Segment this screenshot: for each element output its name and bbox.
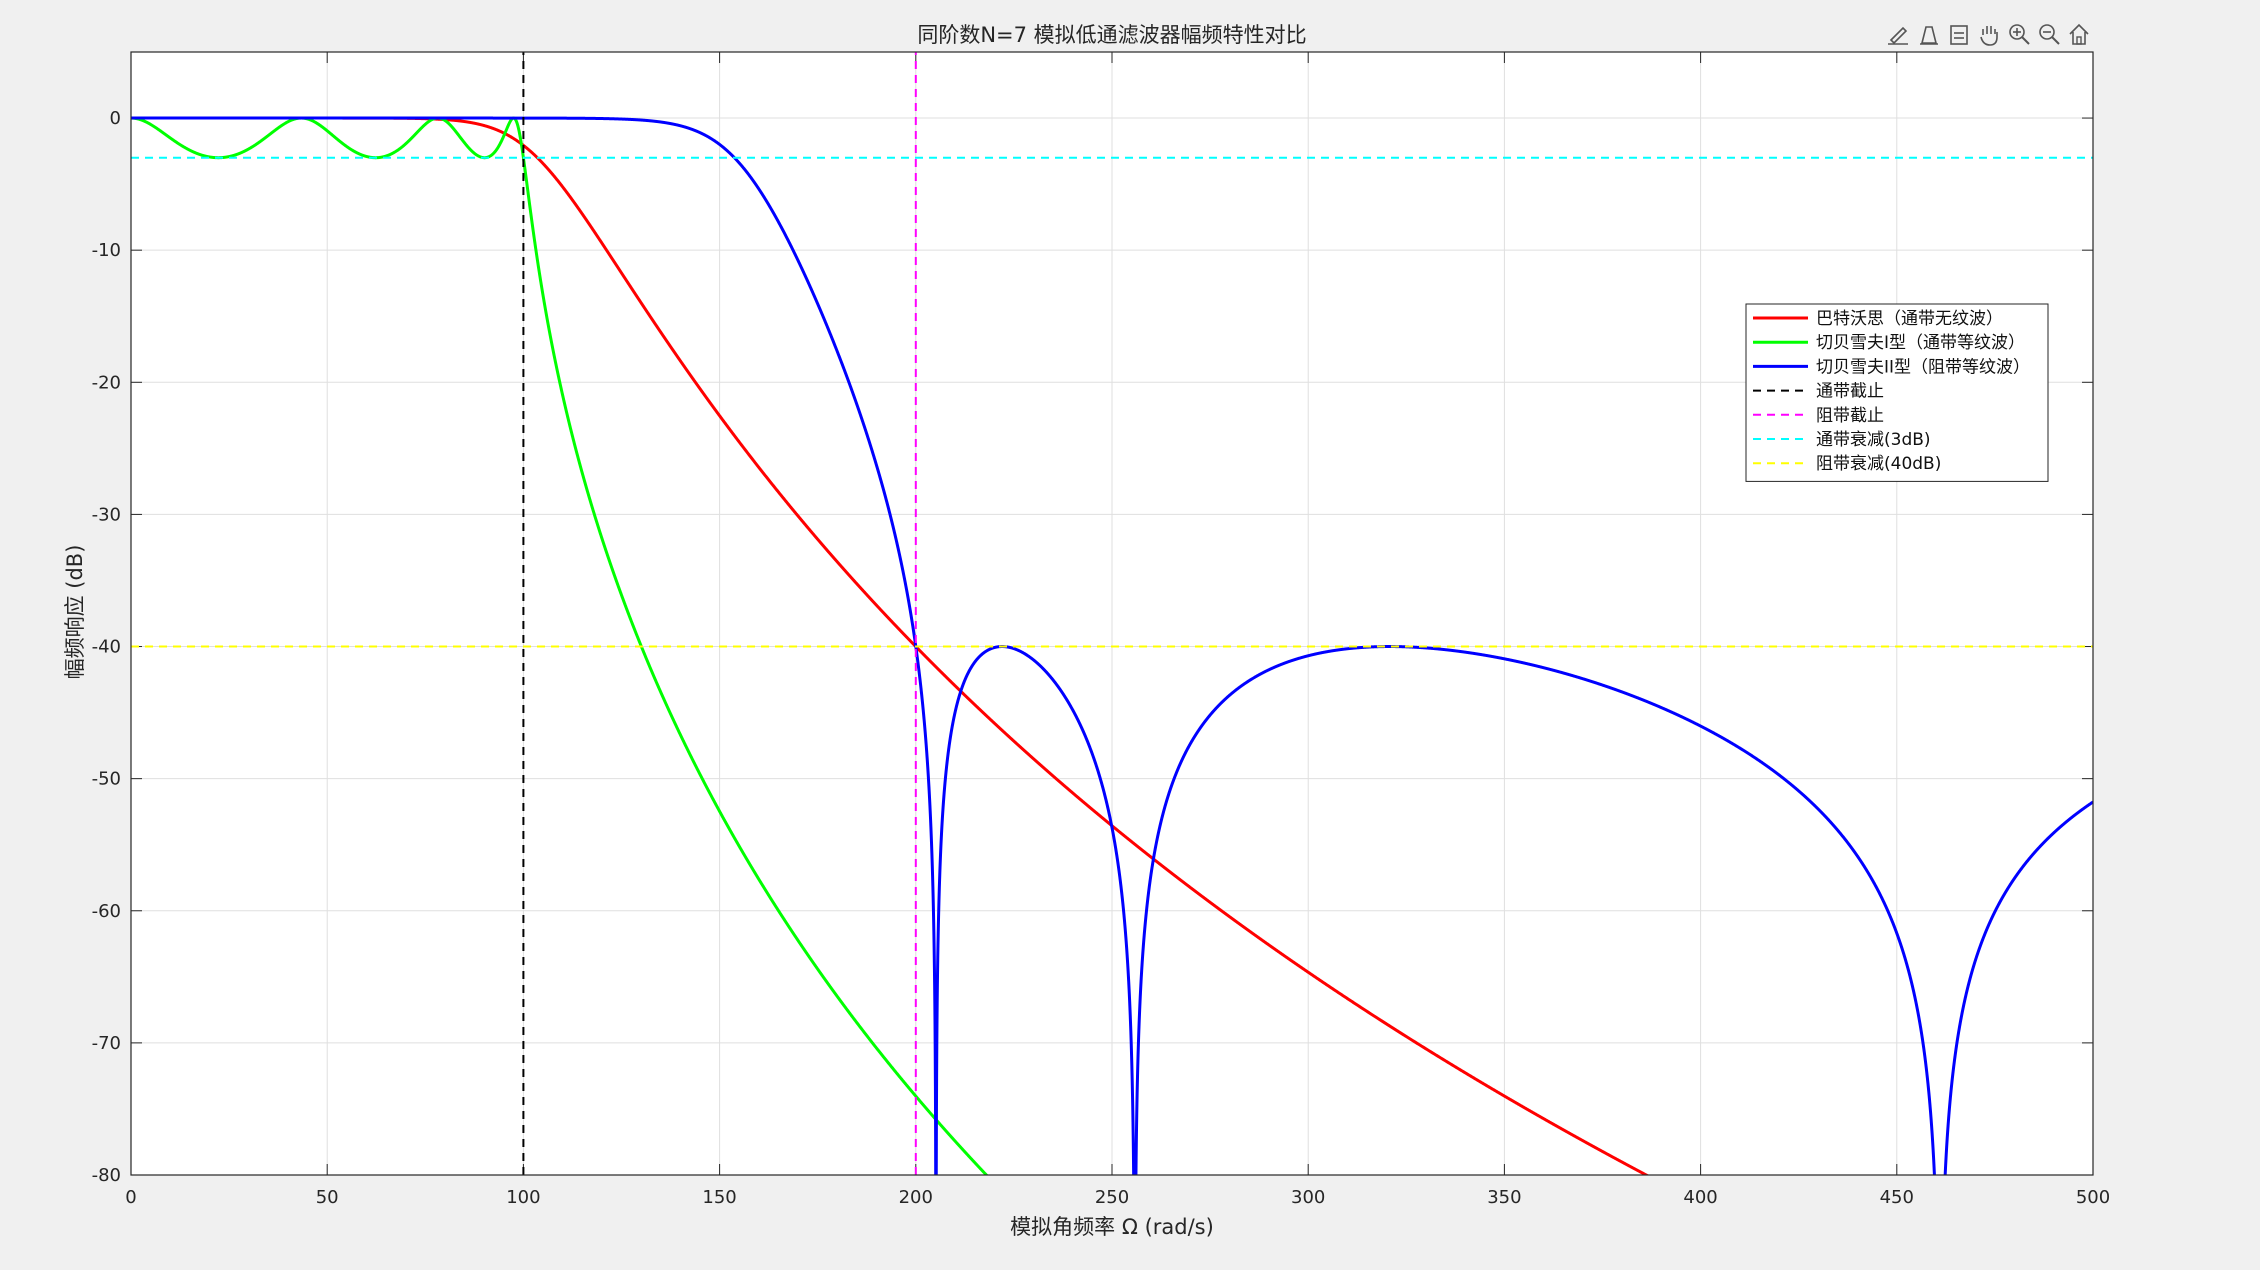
zoom-in-icon[interactable]	[2006, 21, 2032, 47]
x-ticks: 0 50 100 150 200 250 300 350 400 450 500	[125, 52, 2110, 1208]
x-tick-label: 150	[702, 1187, 736, 1208]
y-tick-label: -80	[92, 1165, 121, 1186]
x-tick-label: 0	[125, 1187, 136, 1208]
legend-entry: 通带衰减(3dB)	[1816, 430, 1931, 450]
axes-toolbar	[1886, 21, 2092, 47]
x-tick-label: 500	[2076, 1187, 2110, 1208]
y-tick-label: -20	[92, 372, 121, 393]
legend-icon[interactable]	[1946, 21, 1972, 47]
legend-entry: 通带截止	[1816, 382, 1884, 402]
series-line-1	[131, 116, 989, 1175]
legend-entry: 巴特沃思（通带无纹波）	[1816, 309, 2003, 329]
y-tick-label: -40	[92, 637, 121, 658]
series-line-2	[131, 116, 2093, 1175]
y-tick-label: -70	[92, 1033, 121, 1054]
y-tick-label: -50	[92, 769, 121, 790]
x-tick-label: 100	[506, 1187, 540, 1208]
chart-title: 同阶数N=7 模拟低通滤波器幅频特性对比	[917, 23, 1306, 47]
brush-icon[interactable]	[1886, 21, 1912, 47]
y-tick-label: -10	[92, 240, 121, 261]
legend[interactable]: 巴特沃思（通带无纹波） 切贝雪夫I型（通带等纹波） 切贝雪夫II型（阻带等纹波） 通带…	[1745, 303, 2049, 482]
x-tick-label: 250	[1095, 1187, 1129, 1208]
legend-entry: 切贝雪夫II型（阻带等纹波）	[1816, 357, 2030, 377]
y-axis-label: 幅频响应 (dB)	[63, 545, 87, 680]
plot-frame	[130, 51, 2094, 1176]
x-tick-label: 300	[1291, 1187, 1325, 1208]
home-icon[interactable]	[2066, 21, 2092, 47]
legend-entry: 阻带截止	[1816, 406, 1884, 426]
data-tips-icon[interactable]	[1916, 21, 1942, 47]
y-tick-label: -30	[92, 504, 121, 525]
y-tick-label: 0	[110, 108, 121, 129]
legend-entry: 阻带衰减(40dB)	[1816, 454, 1941, 474]
y-ticks: 0 -10 -20 -30 -40 -50 -60 -70 -80	[92, 108, 2093, 1186]
legend-box	[1745, 303, 2049, 482]
y-tick-label: -60	[92, 901, 121, 922]
x-tick-label: 450	[1880, 1187, 1914, 1208]
x-axis-label: 模拟角频率 Ω (rad/s)	[1010, 1215, 1214, 1239]
x-tick-label: 400	[1683, 1187, 1717, 1208]
x-tick-label: 350	[1487, 1187, 1521, 1208]
x-tick-label: 200	[899, 1187, 933, 1208]
legend-entry: 切贝雪夫I型（通带等纹波）	[1816, 333, 2025, 353]
zoom-out-icon[interactable]	[2036, 21, 2062, 47]
pan-hand-icon[interactable]	[1976, 21, 2002, 47]
x-tick-label: 50	[316, 1187, 339, 1208]
series-lines	[131, 52, 2093, 1175]
